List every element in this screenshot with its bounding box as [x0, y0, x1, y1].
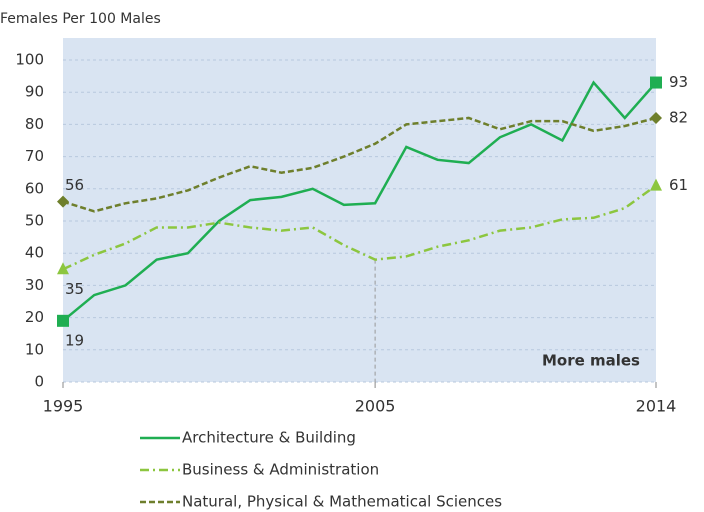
series-line: [62, 116, 657, 213]
x-tick-label: 1995: [43, 397, 84, 416]
y-tick-label: 80: [25, 115, 44, 133]
plot-background: [63, 38, 656, 382]
x-tick-label: 2005: [355, 397, 396, 416]
data-label: 82: [669, 108, 688, 126]
end-marker: [650, 178, 662, 191]
legend-label: Natural, Physical & Mathematical Science…: [182, 493, 502, 511]
end-marker: [650, 76, 662, 89]
data-label: 56: [65, 176, 84, 194]
end-marker: [650, 111, 662, 124]
x-tick-label: 2014: [636, 397, 677, 416]
y-tick-label: 70: [25, 147, 44, 165]
annotation: More males: [542, 352, 640, 370]
data-label: 19: [65, 331, 84, 349]
series-line: [62, 184, 657, 271]
end-marker: [57, 262, 69, 275]
y-tick-label: 100: [15, 51, 44, 69]
end-marker: [57, 195, 69, 208]
y-axis-label: Females Per 100 Males: [0, 11, 161, 27]
legend-label: Architecture & Building: [182, 429, 356, 447]
y-tick-label: 30: [25, 276, 44, 294]
legend-label: Business & Administration: [182, 461, 379, 479]
y-tick-label: 0: [34, 373, 44, 391]
y-tick-label: 50: [25, 212, 44, 230]
data-label: 61: [669, 176, 688, 194]
data-label: 93: [669, 73, 688, 91]
y-tick-label: 10: [25, 340, 44, 358]
y-tick-label: 20: [25, 308, 44, 326]
data-label: 35: [65, 280, 84, 298]
y-tick-label: 90: [25, 83, 44, 101]
y-tick-label: 40: [25, 244, 44, 262]
series-line: [62, 80, 657, 322]
y-tick-label: 60: [25, 179, 44, 197]
end-marker: [57, 314, 69, 327]
